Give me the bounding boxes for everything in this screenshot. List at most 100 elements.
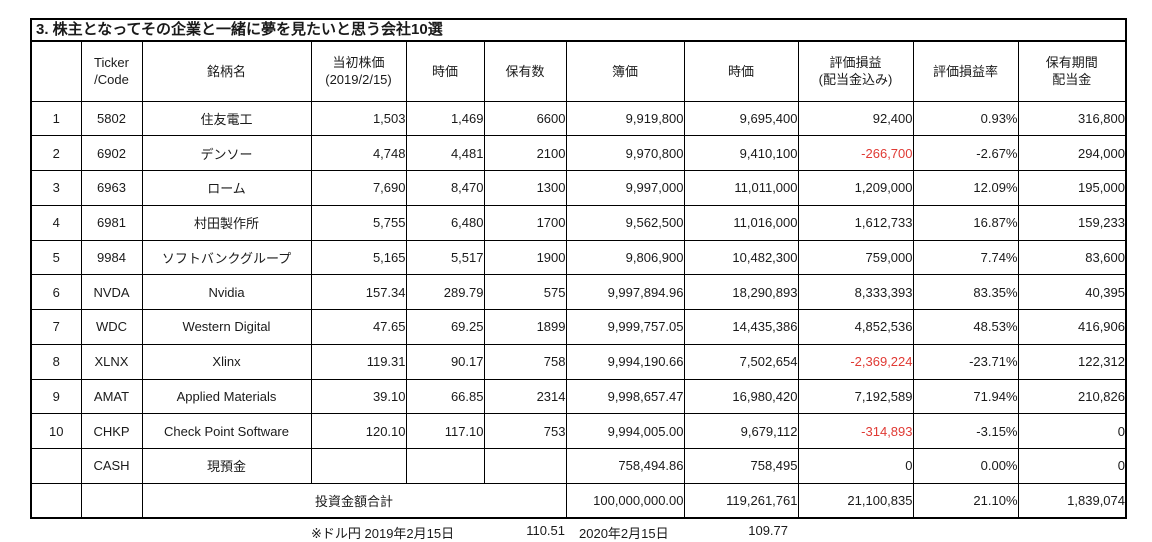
column-header-line: 時価 bbox=[431, 63, 458, 79]
cell-book-value: 9,994,005.00 bbox=[565, 413, 685, 449]
cell-pl-rate: 16.87% bbox=[912, 204, 1019, 241]
cell-index: 8 bbox=[30, 343, 82, 380]
cell-index: 10 bbox=[30, 413, 82, 449]
column-header-line: 保有数 bbox=[505, 63, 545, 79]
cell-market-value: 9,695,400 bbox=[683, 100, 799, 137]
cell-ticker: 5802 bbox=[80, 100, 143, 137]
column-header-line: 評価損益率 bbox=[932, 63, 998, 79]
cell-index: 9 bbox=[30, 378, 82, 415]
fx-rate-2019: 110.51 bbox=[526, 523, 565, 538]
cell-book-value: 9,998,657.47 bbox=[565, 378, 685, 415]
cell-current-price: 289.79 bbox=[405, 274, 485, 310]
column-header-line: /Code bbox=[94, 72, 129, 88]
cash-row: CASH 現預金 758,494.86 758,495 0 0.00% 0 bbox=[30, 448, 1127, 484]
cell-initial-price: 7,690 bbox=[310, 170, 407, 206]
cell-pl: 1,209,000 bbox=[797, 170, 914, 206]
stock-row: 2 6902 デンソー 4,748 4,481 2100 9,970,800 9,410,10… bbox=[30, 135, 1127, 171]
stock-row: 7 WDC Western Digital 47.65 69.25 1899 9,999,7… bbox=[30, 309, 1127, 345]
cell-market-value: 119,261,761 bbox=[683, 482, 799, 519]
cell-market-value: 16,980,420 bbox=[683, 378, 799, 415]
cell-index: 5 bbox=[30, 239, 82, 276]
cell-market-value: 10,482,300 bbox=[683, 239, 799, 276]
cell-shares: 1899 bbox=[483, 309, 567, 345]
cell-initial-price: 5,755 bbox=[310, 204, 407, 241]
cell-pl-rate: 12.09% bbox=[912, 170, 1019, 206]
cell-ticker bbox=[80, 482, 143, 519]
cell-ticker: CASH bbox=[80, 448, 143, 484]
cell-dividend: 294,000 bbox=[1017, 135, 1127, 171]
cell-pl-rate: 83.35% bbox=[912, 274, 1019, 310]
cell-current-price: 8,470 bbox=[405, 170, 485, 206]
cell-shares: 2100 bbox=[483, 135, 567, 171]
cell-initial-price: 4,748 bbox=[310, 135, 407, 171]
fx-note-2019: ※ドル円 2019年2月15日 bbox=[311, 526, 455, 541]
cell-current-price: 90.17 bbox=[405, 343, 485, 380]
column-header-current-price: 時価 bbox=[405, 40, 485, 102]
portfolio-sheet: 3. 株主となってその企業と一緒に夢を見たいと思う会社10選 Ticker/Co… bbox=[30, 18, 1127, 541]
cell-initial-price: 119.31 bbox=[310, 343, 407, 380]
cell-initial-price bbox=[310, 448, 407, 484]
column-header-line: 当初株価 bbox=[332, 55, 385, 71]
cell-ticker: 9984 bbox=[80, 239, 143, 276]
cell-pl: 92,400 bbox=[797, 100, 914, 137]
cell-market-value: 11,016,000 bbox=[683, 204, 799, 241]
cell-pl: 1,612,733 bbox=[797, 204, 914, 241]
cell-dividend: 195,000 bbox=[1017, 170, 1127, 206]
total-row: 投資金額合計 100,000,000.00 119,261,761 21,100,83… bbox=[30, 482, 1127, 519]
cell-dividend: 210,826 bbox=[1017, 378, 1127, 415]
stock-row: 8 XLNX Xlinx 119.31 90.17 758 9,994,190.66 7,50… bbox=[30, 343, 1127, 380]
cell-current-price: 1,469 bbox=[405, 100, 485, 137]
exchange-rate-footnote: ※ドル円 2019年2月15日 110.51 2020年2月15日 109.77 bbox=[30, 521, 1127, 541]
column-header-line: (2019/2/15) bbox=[325, 72, 392, 88]
cell-name: Western Digital bbox=[141, 309, 312, 345]
column-header-pl-rate: 評価損益率 bbox=[912, 40, 1019, 102]
stock-row: 1 5802 住友電工 1,503 1,469 6600 9,919,800 9,695,40… bbox=[30, 100, 1127, 137]
column-header-ticker: Ticker/Code bbox=[80, 40, 143, 102]
cell-name: ローム bbox=[141, 170, 312, 206]
cell-current-price: 117.10 bbox=[405, 413, 485, 449]
column-header-book-value: 簿価 bbox=[565, 40, 685, 102]
column-header-line: Ticker bbox=[94, 55, 129, 71]
cell-index: 7 bbox=[30, 309, 82, 345]
cell-book-value: 9,919,800 bbox=[565, 100, 685, 137]
cell-pl: -2,369,224 bbox=[797, 343, 914, 380]
cell-current-price: 6,480 bbox=[405, 204, 485, 241]
cell-current-price: 66.85 bbox=[405, 378, 485, 415]
cell-book-value: 9,806,900 bbox=[565, 239, 685, 276]
cell-ticker: AMAT bbox=[80, 378, 143, 415]
cell-book-value: 100,000,000.00 bbox=[565, 482, 685, 519]
cell-initial-price: 1,503 bbox=[310, 100, 407, 137]
cell-dividend: 83,600 bbox=[1017, 239, 1127, 276]
column-header-holding-dividend: 保有期間 配当金 bbox=[1017, 40, 1127, 102]
cell-book-value: 9,562,500 bbox=[565, 204, 685, 241]
cell-initial-price: 157.34 bbox=[310, 274, 407, 310]
cell-market-value: 14,435,386 bbox=[683, 309, 799, 345]
cell-shares: 758 bbox=[483, 343, 567, 380]
cell-ticker: NVDA bbox=[80, 274, 143, 310]
cell-name: Applied Materials bbox=[141, 378, 312, 415]
cell-current-price: 4,481 bbox=[405, 135, 485, 171]
column-header-shares: 保有数 bbox=[483, 40, 567, 102]
stock-row: 4 6981 村田製作所 5,755 6,480 1700 9,562,500 11,016,… bbox=[30, 204, 1127, 241]
cell-pl-rate: 21.10% bbox=[912, 482, 1019, 519]
cell-pl-rate: -23.71% bbox=[912, 343, 1019, 380]
column-header-line: 評価損益 bbox=[829, 55, 882, 71]
cell-pl: 8,333,393 bbox=[797, 274, 914, 310]
cell-ticker: WDC bbox=[80, 309, 143, 345]
cell-index bbox=[30, 482, 82, 519]
cell-pl-rate: 0.93% bbox=[912, 100, 1019, 137]
column-header-name: 銘柄名 bbox=[141, 40, 312, 102]
cell-name: 村田製作所 bbox=[141, 204, 312, 241]
cell-index bbox=[30, 448, 82, 484]
cell-dividend: 1,839,074 bbox=[1017, 482, 1127, 519]
stock-row: 10 CHKP Check Point Software 120.10 117.10 75… bbox=[30, 413, 1127, 449]
cell-pl: 7,192,589 bbox=[797, 378, 914, 415]
cell-ticker: CHKP bbox=[80, 413, 143, 449]
column-header-pl: 評価損益 (配当金込み) bbox=[797, 40, 914, 102]
cell-dividend: 316,800 bbox=[1017, 100, 1127, 137]
column-header-index bbox=[30, 40, 82, 102]
cell-pl-rate: 0.00% bbox=[912, 448, 1019, 484]
cell-shares: 6600 bbox=[483, 100, 567, 137]
cell-index: 1 bbox=[30, 100, 82, 137]
cell-pl: 4,852,536 bbox=[797, 309, 914, 345]
